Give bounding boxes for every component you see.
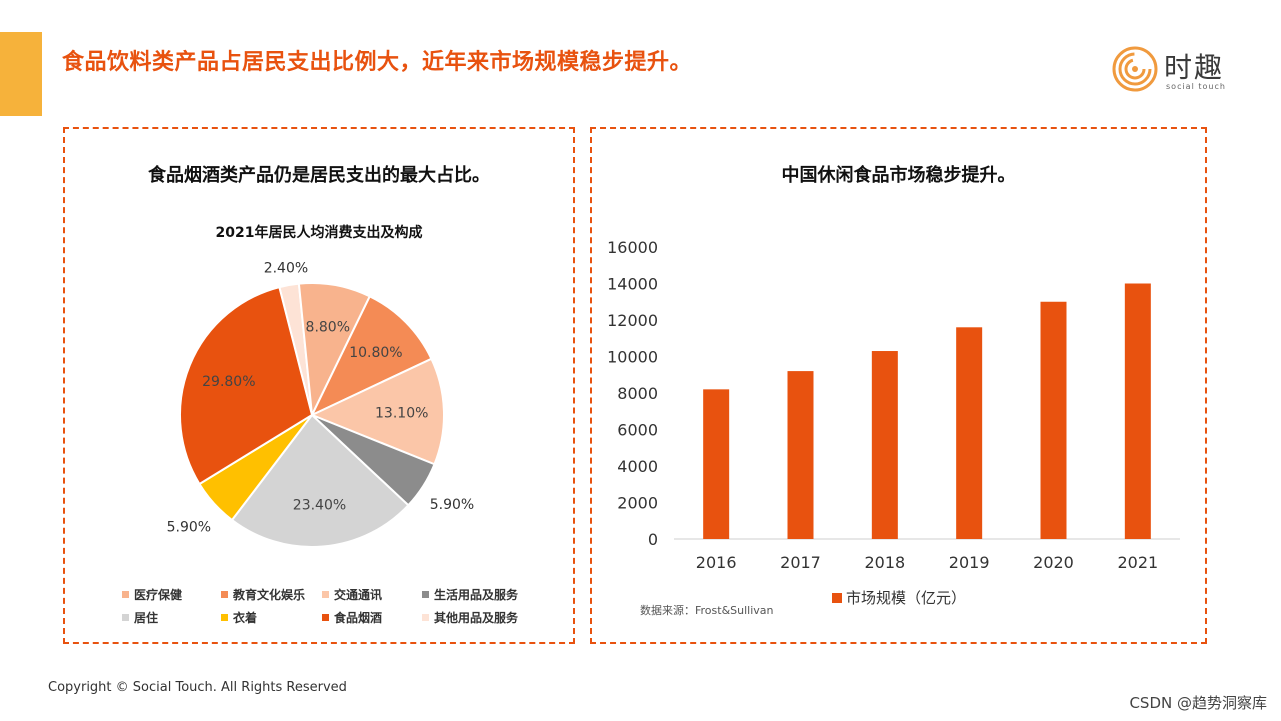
watermark: CSDN @趋势洞察库	[1129, 694, 1267, 712]
y-tick-label: 12000	[607, 311, 658, 330]
legend-label: 食品烟酒	[334, 611, 383, 625]
bar	[1040, 301, 1067, 539]
pie-data-label: 13.10%	[375, 405, 428, 421]
y-tick-label: 4000	[617, 457, 658, 476]
legend-label: 居住	[134, 611, 159, 625]
bar-legend-label: 市场规模（亿元）	[846, 589, 967, 607]
legend-label: 衣着	[233, 611, 258, 625]
x-tick-label: 2016	[696, 553, 737, 572]
legend-swatch	[122, 591, 129, 598]
y-tick-label: 0	[648, 530, 658, 549]
pie-data-label: 10.80%	[349, 345, 402, 361]
y-tick-label: 6000	[617, 421, 658, 440]
spiral-logo-icon	[1112, 46, 1158, 92]
bar-panel-heading: 中国休闲食品市场稳步提升。	[781, 165, 1016, 186]
bar-legend-swatch	[832, 592, 842, 603]
legend-item: 医疗保健	[122, 586, 182, 603]
legend-label: 其他用品及服务	[434, 611, 519, 625]
legend-swatch	[221, 614, 228, 621]
x-tick-label: 2019	[949, 553, 990, 572]
y-tick-label: 10000	[607, 348, 658, 367]
x-tick-label: 2020	[1033, 553, 1074, 572]
slide-title: 食品饮料类产品占居民支出比例大，近年来市场规模稳步提升。	[62, 50, 693, 75]
brand-text: 时趣	[1164, 51, 1225, 84]
bar-panel: 中国休闲食品市场稳步提升。 0 2000 4000 6000 8000 10000 1200…	[590, 127, 1207, 644]
legend-label: 医疗保健	[134, 588, 183, 602]
pie-data-label: 23.40%	[293, 497, 346, 513]
x-tick-label: 2018	[864, 553, 905, 572]
bar-legend: 市场规模（亿元）	[832, 587, 966, 608]
pie-slice	[309, 294, 433, 418]
pie-chart: 2.40% 8.80% 10.80% 13.10% 5.90% 23.40% 5.90% 29…	[167, 260, 474, 548]
bar	[703, 389, 730, 539]
bar	[1124, 283, 1151, 539]
pie-slice	[179, 285, 314, 486]
legend-item: 衣着	[221, 609, 257, 626]
pie-data-label: 2.40%	[264, 260, 308, 276]
legend-swatch	[122, 614, 129, 621]
pie-data-label: 8.80%	[306, 320, 350, 336]
legend-swatch	[322, 591, 329, 598]
legend-swatch	[422, 591, 429, 598]
legend-item: 交通通讯	[322, 586, 382, 603]
y-tick-label: 16000	[607, 238, 658, 257]
accent-bar	[0, 32, 42, 116]
legend-label: 交通通讯	[334, 588, 383, 602]
legend-item: 居住	[122, 609, 158, 626]
legend-item: 生活用品及服务	[422, 586, 518, 603]
pie-data-label: 5.90%	[167, 519, 211, 535]
bar	[871, 351, 898, 539]
legend-item: 食品烟酒	[322, 609, 382, 626]
y-tick-label: 2000	[617, 494, 658, 513]
bar-chart: 0 2000 4000 6000 8000 10000 12000 14000 16000 201…	[607, 238, 1180, 572]
legend-swatch	[322, 614, 329, 621]
pie-slice	[230, 413, 410, 548]
bar	[956, 327, 983, 539]
legend-swatch	[221, 591, 228, 598]
pie-panel: 食品烟酒类产品仍是居民支出的最大占比。 2021年居民人均消费支出及构成 2.4…	[63, 127, 575, 644]
legend-label: 教育文化娱乐	[233, 588, 306, 602]
copyright: Copyright © Social Touch. All Rights Res…	[48, 680, 347, 695]
legend-item: 教育文化娱乐	[221, 586, 305, 603]
legend-swatch	[422, 614, 429, 621]
brand-subtext: social touch	[1166, 82, 1226, 91]
pie-chart-title: 2021年居民人均消费支出及构成	[215, 225, 423, 241]
pie-panel-heading: 食品烟酒类产品仍是居民支出的最大占比。	[148, 165, 490, 186]
legend-label: 生活用品及服务	[434, 588, 519, 602]
bar	[787, 371, 814, 539]
pie-slice	[309, 357, 445, 466]
y-tick-label: 14000	[607, 275, 658, 294]
legend-item: 其他用品及服务	[422, 609, 518, 626]
x-tick-label: 2021	[1117, 553, 1158, 572]
x-tick-label: 2017	[780, 553, 821, 572]
data-source: 数据来源：Frost&Sullivan	[640, 604, 774, 617]
pie-data-label: 5.90%	[430, 497, 474, 513]
pie-data-label: 29.80%	[202, 374, 255, 390]
brand-logo: 时趣 social touch	[1110, 44, 1240, 94]
y-tick-label: 8000	[617, 384, 658, 403]
